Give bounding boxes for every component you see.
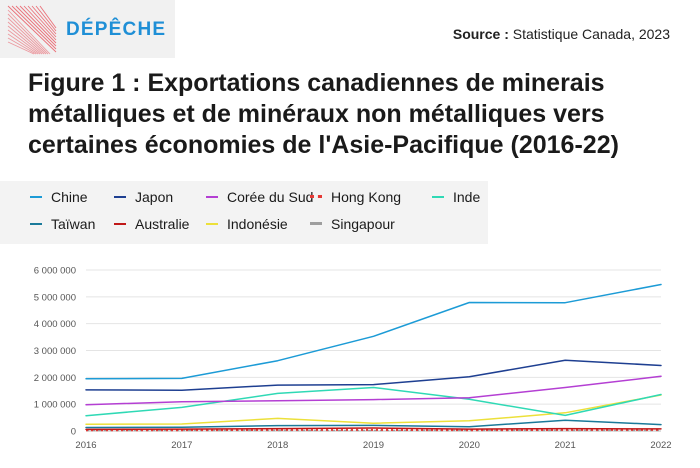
logo-mark-line <box>39 5 57 29</box>
series-line <box>85 419 662 429</box>
chart-legend: Chine Japon Corée du Sud Hong Kong Inde Taïwa… <box>0 181 488 244</box>
logo-mark-line <box>11 5 57 50</box>
logo-mark-line <box>19 5 57 44</box>
legend-item: Indonésie <box>206 216 288 232</box>
x-tick-label: 2016 <box>75 440 96 451</box>
logo-mark-line <box>7 13 49 55</box>
source-text: Statistique Canada, 2023 <box>512 26 670 42</box>
logo-mark-line <box>7 5 57 53</box>
logo-mark-line <box>7 17 47 55</box>
legend-item: Chine <box>30 189 88 205</box>
legend-swatch <box>432 195 444 198</box>
legend-item: Singapour <box>310 216 395 232</box>
series <box>85 283 662 380</box>
y-tick-label: 5 000 000 <box>34 292 76 303</box>
legend-swatch <box>206 195 218 198</box>
legend-swatch <box>114 195 126 198</box>
series <box>85 359 662 391</box>
logo-mark-line <box>7 9 51 55</box>
legend-label: Indonésie <box>227 216 288 232</box>
logo-mark-line <box>35 5 57 32</box>
logo-mark-lines <box>7 5 57 55</box>
source-label: Source : <box>452 26 509 42</box>
legend-label: Taïwan <box>51 216 96 232</box>
x-tick-label: 2020 <box>459 440 480 451</box>
y-tick-label: 4 000 000 <box>34 319 76 330</box>
legend-item: Corée du Sud <box>206 189 313 205</box>
grid <box>86 269 661 432</box>
logo-mark-line <box>15 5 57 47</box>
legend-label: Japon <box>135 189 174 205</box>
logo-mark-line <box>7 37 37 55</box>
legend-swatch <box>114 222 126 225</box>
legend-swatch <box>310 222 322 226</box>
x-axis: 2016 2017 2018 2019 2020 2021 2022 <box>75 430 672 451</box>
legend-item: Australie <box>114 216 189 232</box>
y-tick-label: 3 000 000 <box>34 346 76 357</box>
logo-mark-line <box>7 41 35 55</box>
logo: DÉPÊCHE <box>0 0 175 58</box>
legend-label: Inde <box>453 189 481 205</box>
legend-label: Chine <box>51 189 88 205</box>
legend-item: Inde <box>432 189 480 205</box>
y-tick-label: 0 <box>71 427 76 438</box>
y-axis: 0 1 000 000 2 000 000 3 000 000 4 000 000 5 0… <box>34 266 76 438</box>
logo-mark-line <box>23 5 57 41</box>
logo-mark-line <box>7 21 45 55</box>
x-tick-label: 2018 <box>267 440 288 451</box>
series-line <box>85 394 662 426</box>
source-note: Source : Statistique Canada, 2023 <box>453 26 670 42</box>
logo-mark-line <box>7 25 43 55</box>
y-tick-label: 2 000 000 <box>34 373 76 384</box>
legend-item: Taïwan <box>30 216 95 232</box>
series-line <box>85 359 662 391</box>
logo-mark-line <box>7 29 41 55</box>
x-tick-label: 2021 <box>555 440 576 451</box>
x-tick-label: 2019 <box>363 440 384 451</box>
x-tick-label: 2022 <box>650 440 671 451</box>
series <box>85 375 662 406</box>
logo-mark-icon <box>7 5 57 55</box>
legend-item: Japon <box>114 189 173 205</box>
series-line <box>85 283 662 380</box>
series-line <box>85 427 662 431</box>
series <box>85 419 662 429</box>
legend-label: Corée du Sud <box>227 189 314 205</box>
legend-label: Hong Kong <box>331 189 402 205</box>
y-tick-label: 6 000 000 <box>34 266 76 277</box>
legend-label: Singapour <box>331 216 395 232</box>
line-chart: 0 1 000 000 2 000 000 3 000 000 4 000 000 5 0… <box>34 266 672 452</box>
legend-swatch <box>30 195 42 198</box>
legend-item: Hong Kong <box>310 189 401 205</box>
logo-mark-line <box>7 33 39 55</box>
legend-swatch <box>310 195 322 199</box>
series <box>85 386 662 417</box>
series-line <box>85 386 662 417</box>
y-tick-label: 1 000 000 <box>34 400 76 411</box>
series <box>85 427 662 431</box>
legend-swatch <box>206 222 218 225</box>
logo-text: DÉPÊCHE <box>66 19 167 40</box>
logo-mark-line <box>31 5 57 35</box>
legend-swatch <box>30 222 42 225</box>
logo-mark-line <box>27 5 57 38</box>
legend-label: Australie <box>135 216 190 232</box>
chart-title: Figure 1 : Exportations canadiennes de m… <box>28 69 619 159</box>
x-tick-label: 2017 <box>171 440 192 451</box>
